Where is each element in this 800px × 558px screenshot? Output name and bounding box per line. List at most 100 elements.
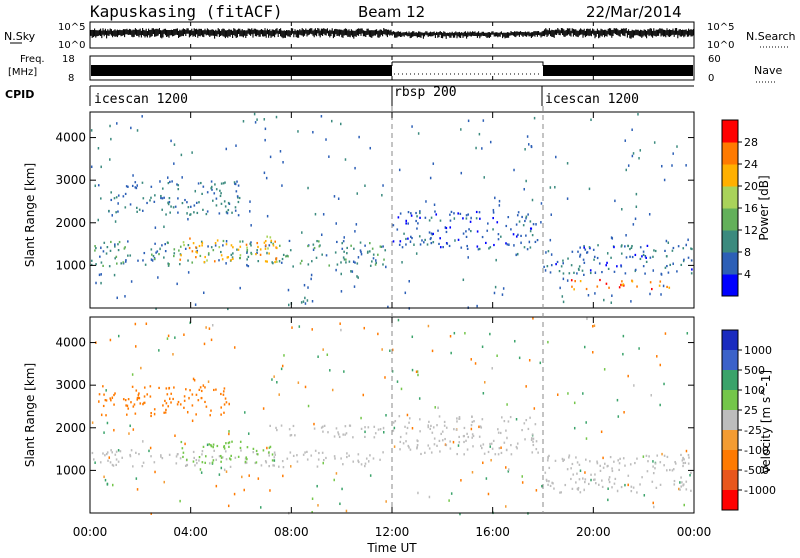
echo-cell — [474, 362, 477, 365]
echo-cell — [590, 473, 592, 476]
echo-cell — [313, 427, 316, 430]
echo-cell — [667, 271, 670, 274]
echo-cell — [436, 424, 438, 427]
echo-cell — [102, 385, 104, 388]
echo-cell — [302, 453, 305, 456]
echo-cell — [586, 251, 589, 254]
echo-cell — [438, 439, 441, 442]
echo-cell — [666, 285, 668, 289]
echo-cell — [246, 258, 248, 261]
echo-cell — [269, 445, 272, 448]
echo-cell — [352, 436, 354, 439]
echo-cell — [545, 251, 547, 254]
echo-cell — [108, 265, 111, 268]
echo-cell — [611, 294, 613, 297]
echo-cell — [526, 135, 529, 138]
echo-cell — [358, 135, 360, 139]
echo-cell — [399, 440, 402, 444]
echo-cell — [463, 434, 465, 438]
echo-cell — [475, 210, 478, 214]
echo-cell — [272, 464, 274, 467]
echo-cell — [470, 424, 473, 427]
echo-cell — [311, 510, 313, 514]
echo-cell — [585, 287, 588, 291]
echo-cell — [642, 455, 645, 458]
cpid-segment-2: rbsp 200 — [394, 85, 457, 100]
echo-cell — [671, 469, 674, 472]
echo-cell — [341, 487, 343, 491]
echo-cell — [123, 247, 126, 250]
echo-cell — [584, 471, 586, 474]
echo-cell — [622, 283, 625, 286]
power-ylabel: Slant Range [km] — [23, 163, 37, 267]
echo-cell — [126, 404, 129, 408]
echo-cell — [257, 477, 260, 480]
echo-cell — [385, 265, 387, 269]
echo-cell — [110, 198, 113, 202]
echo-cell — [568, 454, 571, 457]
echo-cell — [94, 184, 97, 188]
echo-cell — [523, 246, 526, 249]
echo-cell — [220, 460, 222, 463]
echo-cell — [524, 148, 526, 151]
echo-cell — [195, 201, 198, 204]
echo-cell — [399, 448, 401, 451]
echo-cell — [368, 250, 371, 253]
echo-cell — [432, 426, 435, 429]
echo-cell — [441, 439, 444, 442]
echo-cell — [159, 247, 161, 251]
echo-cell — [163, 196, 165, 199]
echo-cell — [683, 458, 685, 461]
echo-cell — [512, 233, 515, 236]
cpid-panel: CPID icescan 1200 rbsp 200 icescan 1200 — [5, 85, 694, 107]
echo-cell — [210, 444, 212, 447]
echo-cell — [407, 211, 410, 214]
echo-cell — [355, 223, 358, 226]
echo-cell — [579, 253, 582, 256]
echo-cell — [91, 451, 94, 455]
station-title: Kapuskasing (fitACF) — [90, 2, 283, 21]
echo-cell — [415, 219, 417, 223]
echo-cell — [233, 181, 236, 184]
echo-cell — [606, 252, 609, 255]
echo-cell — [480, 446, 483, 450]
echo-cell — [372, 457, 375, 460]
echo-cell — [682, 247, 685, 250]
x-tick-label: 16:00 — [475, 525, 510, 539]
echo-cell — [466, 432, 468, 435]
echo-cell — [471, 471, 474, 474]
echo-cell — [179, 403, 182, 406]
echo-cell — [688, 456, 690, 459]
echo-cell — [273, 459, 276, 462]
echo-cell — [573, 401, 576, 405]
echo-cell — [652, 460, 654, 463]
echo-cell — [266, 235, 268, 238]
echo-cell — [391, 348, 394, 352]
echo-cell — [211, 323, 214, 327]
echo-cell — [274, 260, 276, 264]
echo-cell — [180, 440, 183, 444]
echo-cell — [230, 259, 232, 262]
colorbar-tick-label: 100 — [744, 384, 765, 397]
echo-cell — [113, 197, 116, 200]
nave-label: Nave — [754, 64, 782, 77]
echo-cell — [135, 389, 138, 392]
echo-cell — [540, 221, 542, 224]
echo-cell — [234, 209, 237, 212]
echo-cell — [475, 217, 478, 220]
echo-cell — [610, 256, 612, 259]
echo-cell — [122, 398, 125, 401]
echo-cell — [459, 512, 461, 516]
echo-cell — [268, 465, 270, 468]
freq-label-line1: Freq. — [20, 54, 45, 65]
echo-cell — [134, 345, 137, 348]
echo-cell — [337, 197, 340, 200]
echo-cell — [342, 240, 345, 243]
echo-cell — [682, 464, 684, 468]
echo-cell — [506, 403, 508, 406]
echo-cell — [115, 463, 118, 467]
echo-cell — [344, 433, 346, 436]
echo-cell — [435, 213, 438, 216]
echo-cell — [282, 253, 285, 257]
echo-cell — [498, 204, 501, 207]
